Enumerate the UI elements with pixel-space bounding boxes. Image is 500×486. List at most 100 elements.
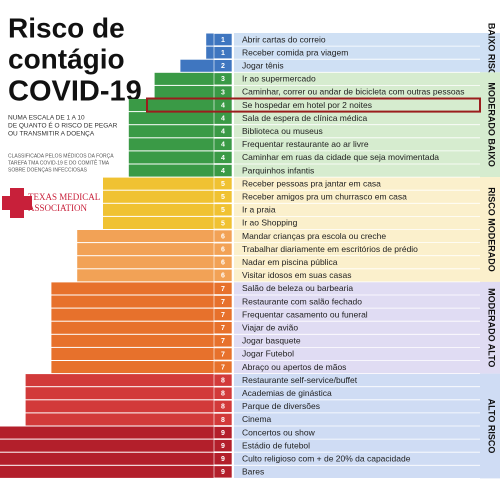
- bar: [51, 347, 233, 360]
- bar: [128, 112, 232, 125]
- bar: [0, 426, 232, 439]
- value-label: 4: [221, 142, 225, 149]
- level-box: [213, 229, 233, 243]
- value-label: 7: [221, 364, 225, 371]
- level-box: [213, 138, 233, 151]
- activity-label: Restaurante com salão fechado: [242, 296, 362, 306]
- bar: [77, 256, 232, 269]
- activity-label: Abrir cartas do correio: [242, 34, 326, 44]
- bar: [51, 334, 233, 347]
- level-box: [213, 72, 233, 86]
- activity-label: Receber amigos pra um churrasco em casa: [242, 192, 407, 202]
- logo: TEXAS MEDICAL ASSOCIATION: [2, 188, 100, 218]
- activity-label: Parquinhos infantis: [242, 165, 314, 175]
- activity-label: Parque de diversões: [242, 401, 320, 411]
- activity-label: Caminhar em ruas da cidade que seja movi…: [242, 152, 439, 162]
- bar: [77, 269, 232, 282]
- activity-label: Ir a praia: [242, 205, 276, 215]
- value-label: 5: [221, 220, 225, 227]
- level-box: [213, 151, 233, 164]
- value-label: 7: [221, 312, 225, 319]
- group-label: RISCO MODERADO: [487, 187, 497, 272]
- activity-label: Academias de ginástica: [242, 388, 332, 398]
- bar: [0, 452, 232, 465]
- activity-label: Biblioteca ou museus: [242, 126, 323, 136]
- description-line: DE QUANTO É O RISCO DE PEGAR: [8, 121, 118, 130]
- level-box: [213, 399, 233, 413]
- bar: [77, 230, 232, 243]
- title: Risco de contágio COVID-19: [8, 12, 142, 107]
- level-box: [213, 242, 233, 256]
- group-label: MODERADO ALTO: [487, 288, 497, 367]
- level-box: [213, 282, 233, 295]
- level-box: [213, 124, 233, 138]
- level-box: [213, 203, 233, 217]
- bar: [128, 138, 232, 151]
- activity-label: Mandar crianças pra escola ou creche: [242, 231, 386, 241]
- level-box: [213, 439, 233, 453]
- bar: [25, 400, 232, 413]
- group-band: [234, 33, 500, 73]
- source-line: SOBRE DOENÇAS INFECCIOSAS: [8, 167, 88, 173]
- bar: [77, 243, 232, 256]
- bar: [103, 203, 232, 216]
- bar: [25, 413, 232, 426]
- activity-label: Bares: [242, 467, 264, 477]
- level-box: [213, 190, 233, 204]
- highlight-box: [146, 97, 481, 113]
- level-box: [213, 295, 233, 308]
- activity-label: Receber pessoas pra jantar em casa: [242, 178, 381, 188]
- activity-label: Sala de espera de clínica médica: [242, 113, 367, 123]
- value-label: 2: [221, 63, 225, 70]
- level-box: [213, 426, 233, 439]
- activity-label: Frequentar casamento ou funeral: [242, 309, 368, 319]
- activity-label: Receber comida pra viagem: [242, 47, 348, 57]
- bar: [25, 387, 232, 400]
- level-box: [213, 33, 233, 46]
- bar: [51, 282, 233, 295]
- bar: [103, 177, 232, 190]
- bar: [128, 99, 232, 112]
- value-label: 9: [221, 469, 225, 476]
- group-label: BAIXO RISCO: [487, 23, 497, 83]
- title-line: COVID-19: [8, 76, 142, 108]
- level-box: [213, 334, 233, 348]
- value-label: 9: [221, 456, 225, 463]
- value-label: 4: [221, 155, 225, 162]
- value-label: 8: [221, 377, 225, 384]
- value-label: 7: [221, 338, 225, 345]
- activity-label: Jogar tênis: [242, 61, 284, 71]
- activity-label: Culto religioso com + de 20% da capacida…: [242, 454, 411, 464]
- activity-label: Frequentar restaurante ao ar livre: [242, 139, 369, 149]
- level-box: [213, 164, 233, 177]
- activity-label: Trabalhar diariamente em escritórios de …: [242, 244, 418, 254]
- value-label: 7: [221, 325, 225, 332]
- level-box: [213, 360, 233, 374]
- bar: [0, 465, 232, 478]
- activity-label: Caminhar, correr ou andar de bicicleta c…: [242, 87, 465, 97]
- value-label: 1: [221, 37, 225, 44]
- activity-label: Abraço ou apertos de mãos: [242, 362, 346, 372]
- group-band: [234, 281, 500, 374]
- value-label: 1: [221, 50, 225, 57]
- value-label: 8: [221, 417, 225, 424]
- activity-label: Ir ao supermercado: [242, 74, 316, 84]
- level-box: [213, 177, 233, 191]
- value-label: 6: [221, 260, 225, 267]
- activity-label: Viajar de avião: [242, 323, 298, 333]
- value-label: 8: [221, 404, 225, 411]
- bar: [154, 85, 232, 98]
- activity-label: Salão de beleza ou barbearia: [242, 283, 353, 293]
- description: NUMA ESCALA DE 1 A 10 DE QUANTO É O RISC…: [8, 115, 118, 138]
- bar: [51, 295, 233, 308]
- source: CLASSIFICADA PELOS MÉDICOS DA FORÇA TARE…: [8, 152, 114, 173]
- activity-label: Se hospedar em hotel por 2 noites: [242, 100, 372, 110]
- value-label: 7: [221, 299, 225, 306]
- logo-cross: [2, 188, 32, 218]
- bar: [103, 190, 232, 203]
- bar: [25, 374, 232, 387]
- title-line: Risco de: [8, 12, 125, 43]
- level-box: [213, 373, 233, 387]
- value-label: 8: [221, 391, 225, 398]
- value-label: 7: [221, 286, 225, 293]
